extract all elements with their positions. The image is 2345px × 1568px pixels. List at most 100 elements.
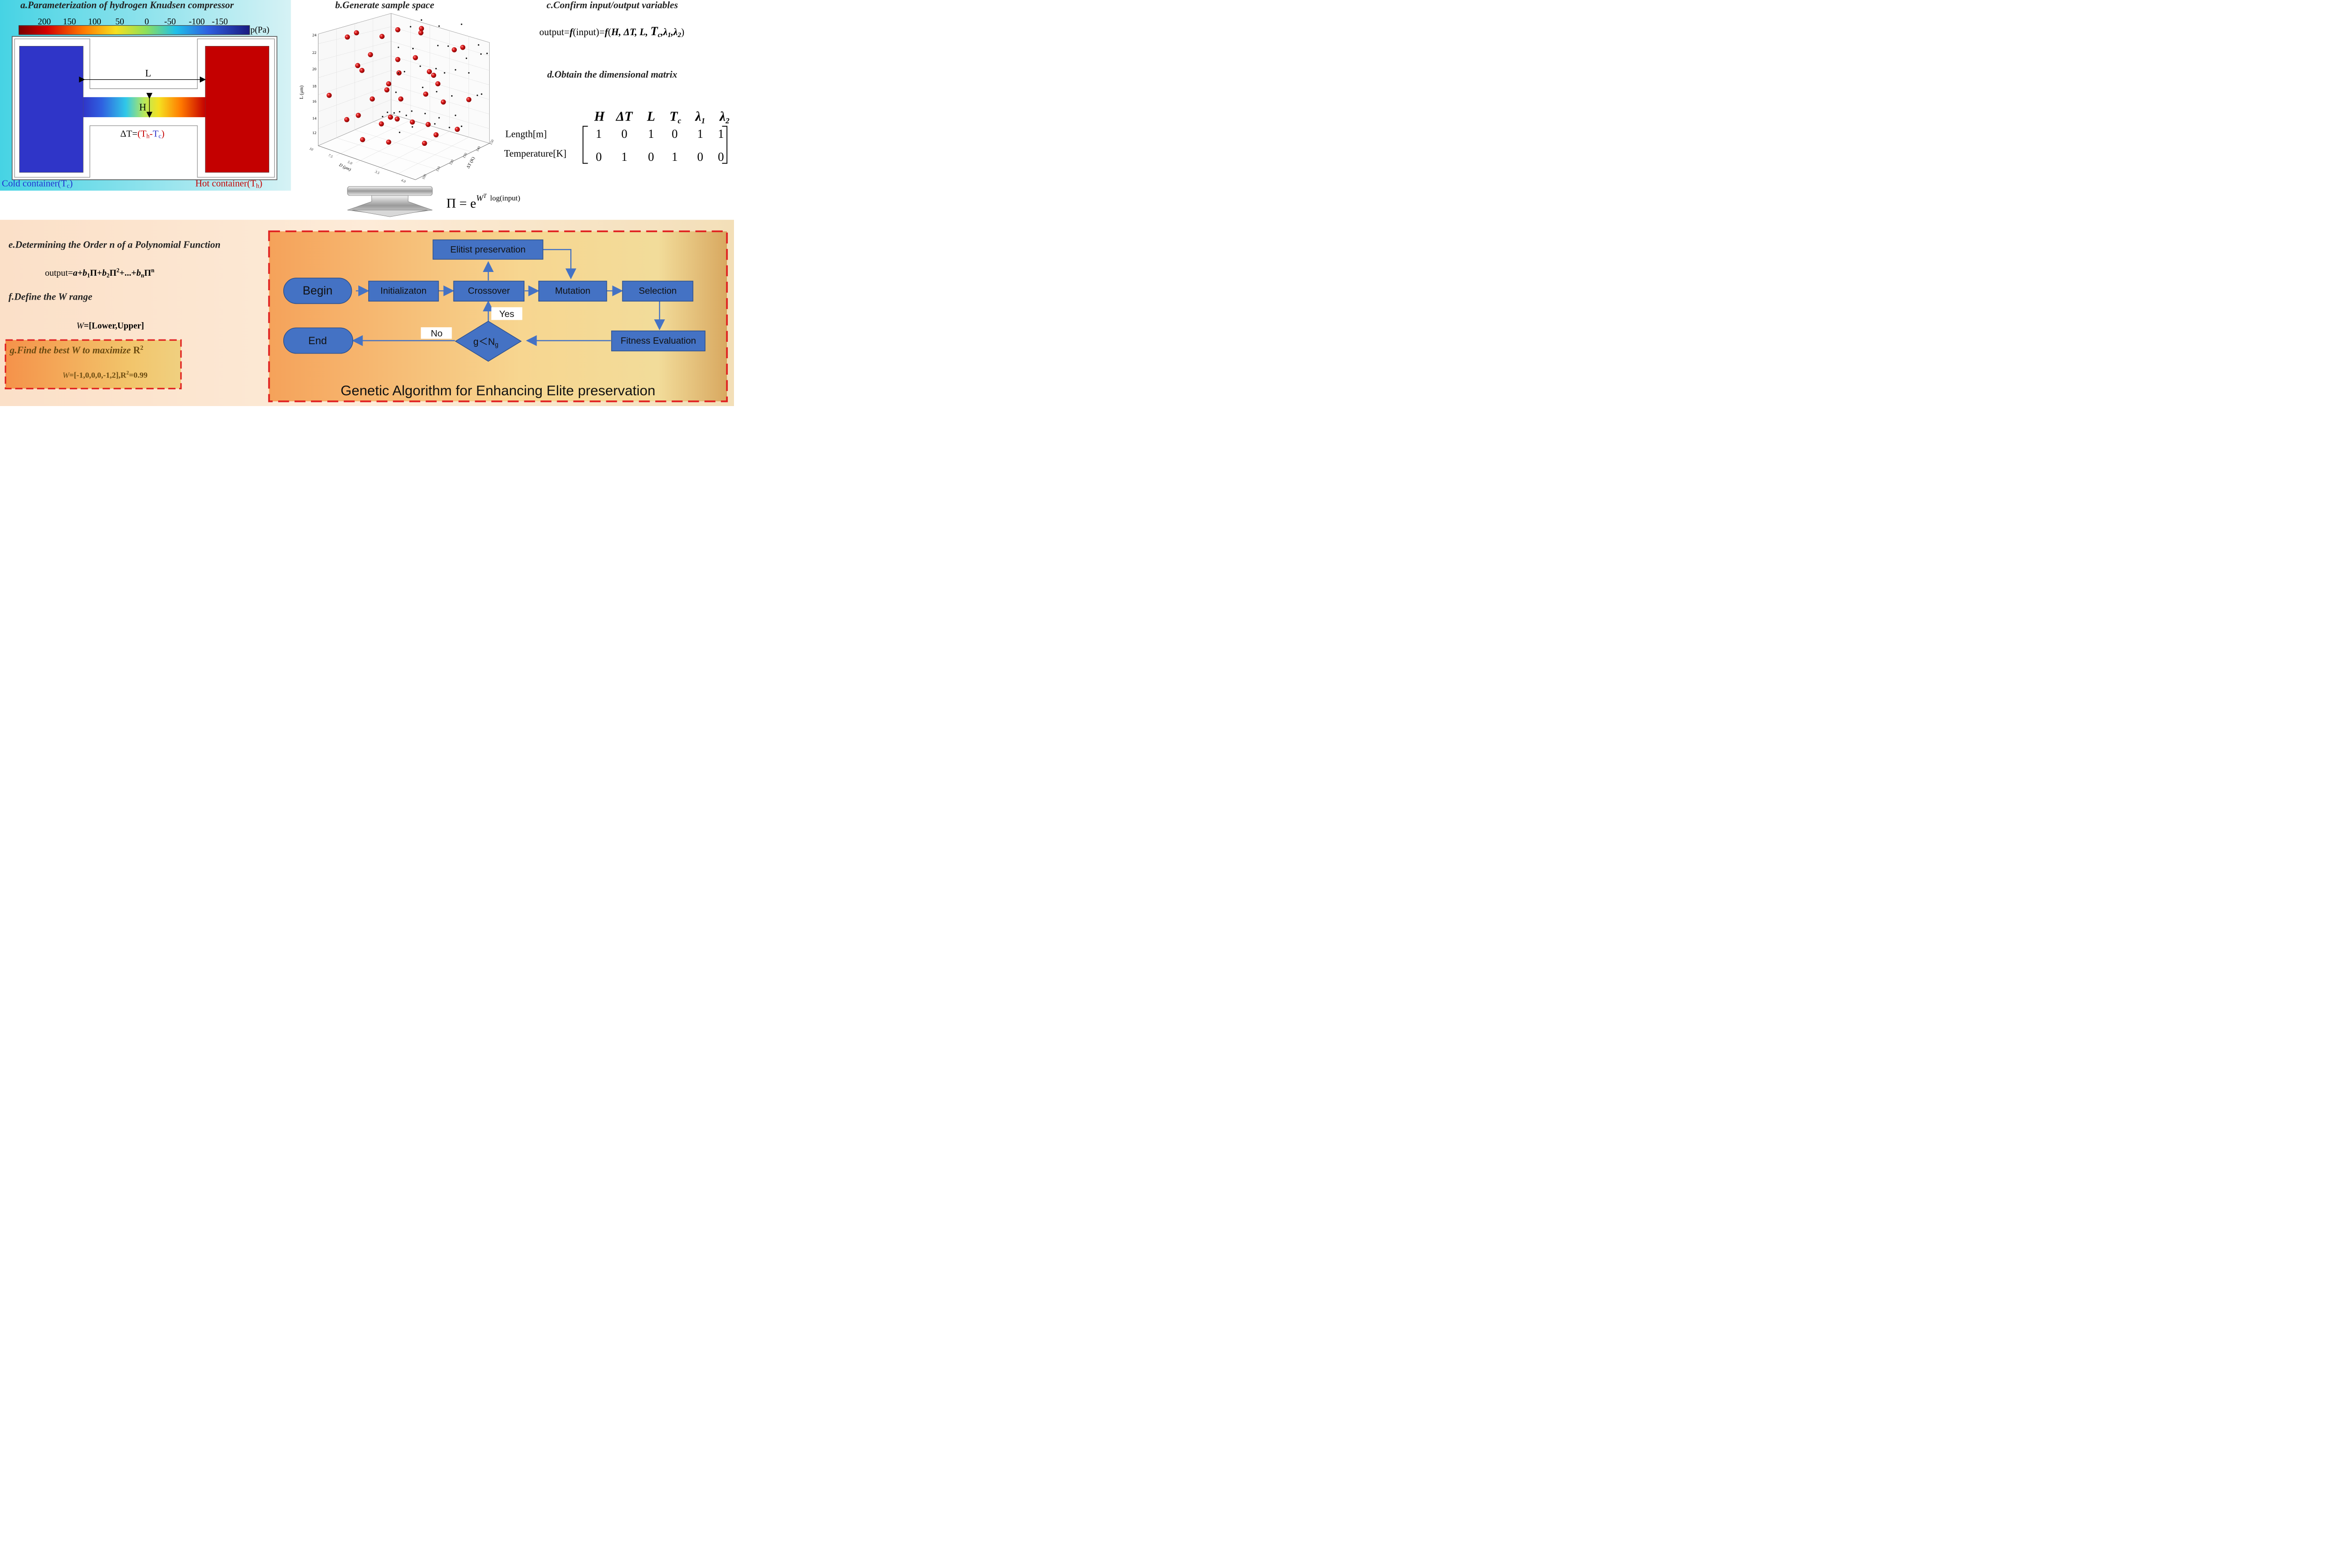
colorbar-tick: -50 [164,17,176,27]
projection-point [465,57,468,59]
panel-d: d.Obtain the dimensional matrix H ΔT L T… [504,70,729,164]
no-tag [421,327,452,339]
sample-point [454,127,460,132]
decision-label: g＜Ng [473,337,498,348]
selection-label: Selection [639,286,677,296]
projection-point [438,117,440,119]
projection-point [436,90,438,93]
z-tick: 20 [312,67,317,71]
matrix-cell: 1 [648,127,654,141]
projection-point [412,48,414,50]
panel-b: b.Generate sample space [297,0,520,217]
cold-container [19,46,83,173]
d-tick: 3.5 [374,169,380,175]
sample-point [395,57,401,62]
matrix-cell: 1 [718,127,724,141]
projection-point [386,112,388,113]
end-label: End [308,335,327,347]
projection-point [454,69,456,71]
matrix-cell: 1 [596,127,602,141]
colorbar-tick: 0 [144,17,149,27]
z-tick: 12 [312,130,317,135]
w-range-formula: W=[Lower,Upper] [76,321,144,331]
panel-b-title: b.Generate sample space [335,0,434,11]
matrix-bracket-right [722,126,727,164]
projection-point [437,45,439,46]
hot-container-label: Hot container(Th) [195,179,262,189]
projection-point [448,127,450,128]
sample-point [379,34,385,39]
sample-point [345,34,350,40]
panel-e: e.Determining the Order n of a Polynomia… [8,240,220,279]
sample-point [433,132,439,137]
panel-e-title: e.Determining the Order n of a Polynomia… [8,240,220,250]
projection-point [438,25,440,27]
z-tick: 16 [312,99,317,104]
delta-t-formula: ΔT=(Th-Tc) [120,128,164,139]
matrix-cell: 0 [596,150,602,164]
sample-point [370,96,375,102]
sample-point [359,68,365,73]
sample-point [409,119,415,125]
projection-point [411,110,413,112]
best-w-result: W=[-1,0,0,0,-1,2],R2=0.99 [62,370,147,380]
begin-node [283,278,352,304]
projection-point [422,86,424,89]
projection-point [419,65,421,67]
sample-point [386,139,392,145]
matrix-cell: 0 [672,127,678,141]
colorbar-tick: -100 [189,17,204,27]
io-formula: output=f(input)=f(H, ΔT, L, Tc,λ1,λ2) [539,24,684,39]
matrix-cell: 1 [697,127,704,141]
projection-point [454,114,456,116]
colorbar-tick: 150 [63,17,76,27]
panel-c-title: c.Confirm input/output variables [546,0,678,11]
colorbar-unit: p(Pa) [250,25,269,35]
projection-point [468,72,470,74]
mutation-node [538,280,607,302]
sample-point [422,141,427,146]
matrix-cell: 0 [697,150,704,164]
d-tick: 7.5 [327,153,333,158]
row-label-temperature: Temperature[K] [504,149,567,159]
ga-flowchart: Begin Initializaton Crossover Mutation S… [268,230,728,402]
matrix-header: ΔT [616,110,634,124]
colorbar-tick: 200 [38,17,51,27]
polynomial-formula: output=a+b1Π+b2Π2+...+bnΠn [45,267,154,279]
sample-point [431,73,436,78]
sample-point [423,91,429,97]
d-tick: 4.0 [401,178,407,184]
elitist-label: Elitist preservation [450,245,526,255]
elitist-node [432,239,544,260]
projection-point [382,116,384,118]
colorbar-tick: 50 [115,17,124,27]
sample-point [378,121,384,127]
cold-container-label: Cold container(Tc) [2,179,73,189]
z-tick: 18 [312,83,317,88]
projection-point [435,68,437,69]
sample-point [427,69,432,75]
projection-point [395,91,397,93]
d-tick: 5.0 [347,160,353,166]
sample-point [360,137,365,143]
projection-point [411,126,413,128]
panel-a: a.Parameterization of hydrogen Knudsen c… [2,0,278,189]
projection-point [461,125,462,127]
matrix-header: Tc [670,110,681,125]
mutation-label: Mutation [555,286,590,296]
sample-point [354,30,359,36]
sample-point [418,30,424,36]
projection-point [397,46,400,48]
projection-point [399,111,401,113]
initialization-label: Initializaton [380,286,426,296]
panel-g: g.Find the best W to maximize R2 W=[-1,0… [5,339,182,390]
matrix-cell: 1 [672,150,678,164]
matrix-header: λ2 [719,110,729,125]
crossover-label: Crossover [468,286,510,296]
colorbar-tick: -150 [212,17,228,27]
sample-point [440,99,446,105]
matrix-cell: 0 [648,150,654,164]
panel-d-title: d.Obtain the dimensional matrix [547,70,677,80]
sample-point [395,27,401,32]
projection-point [480,53,482,55]
